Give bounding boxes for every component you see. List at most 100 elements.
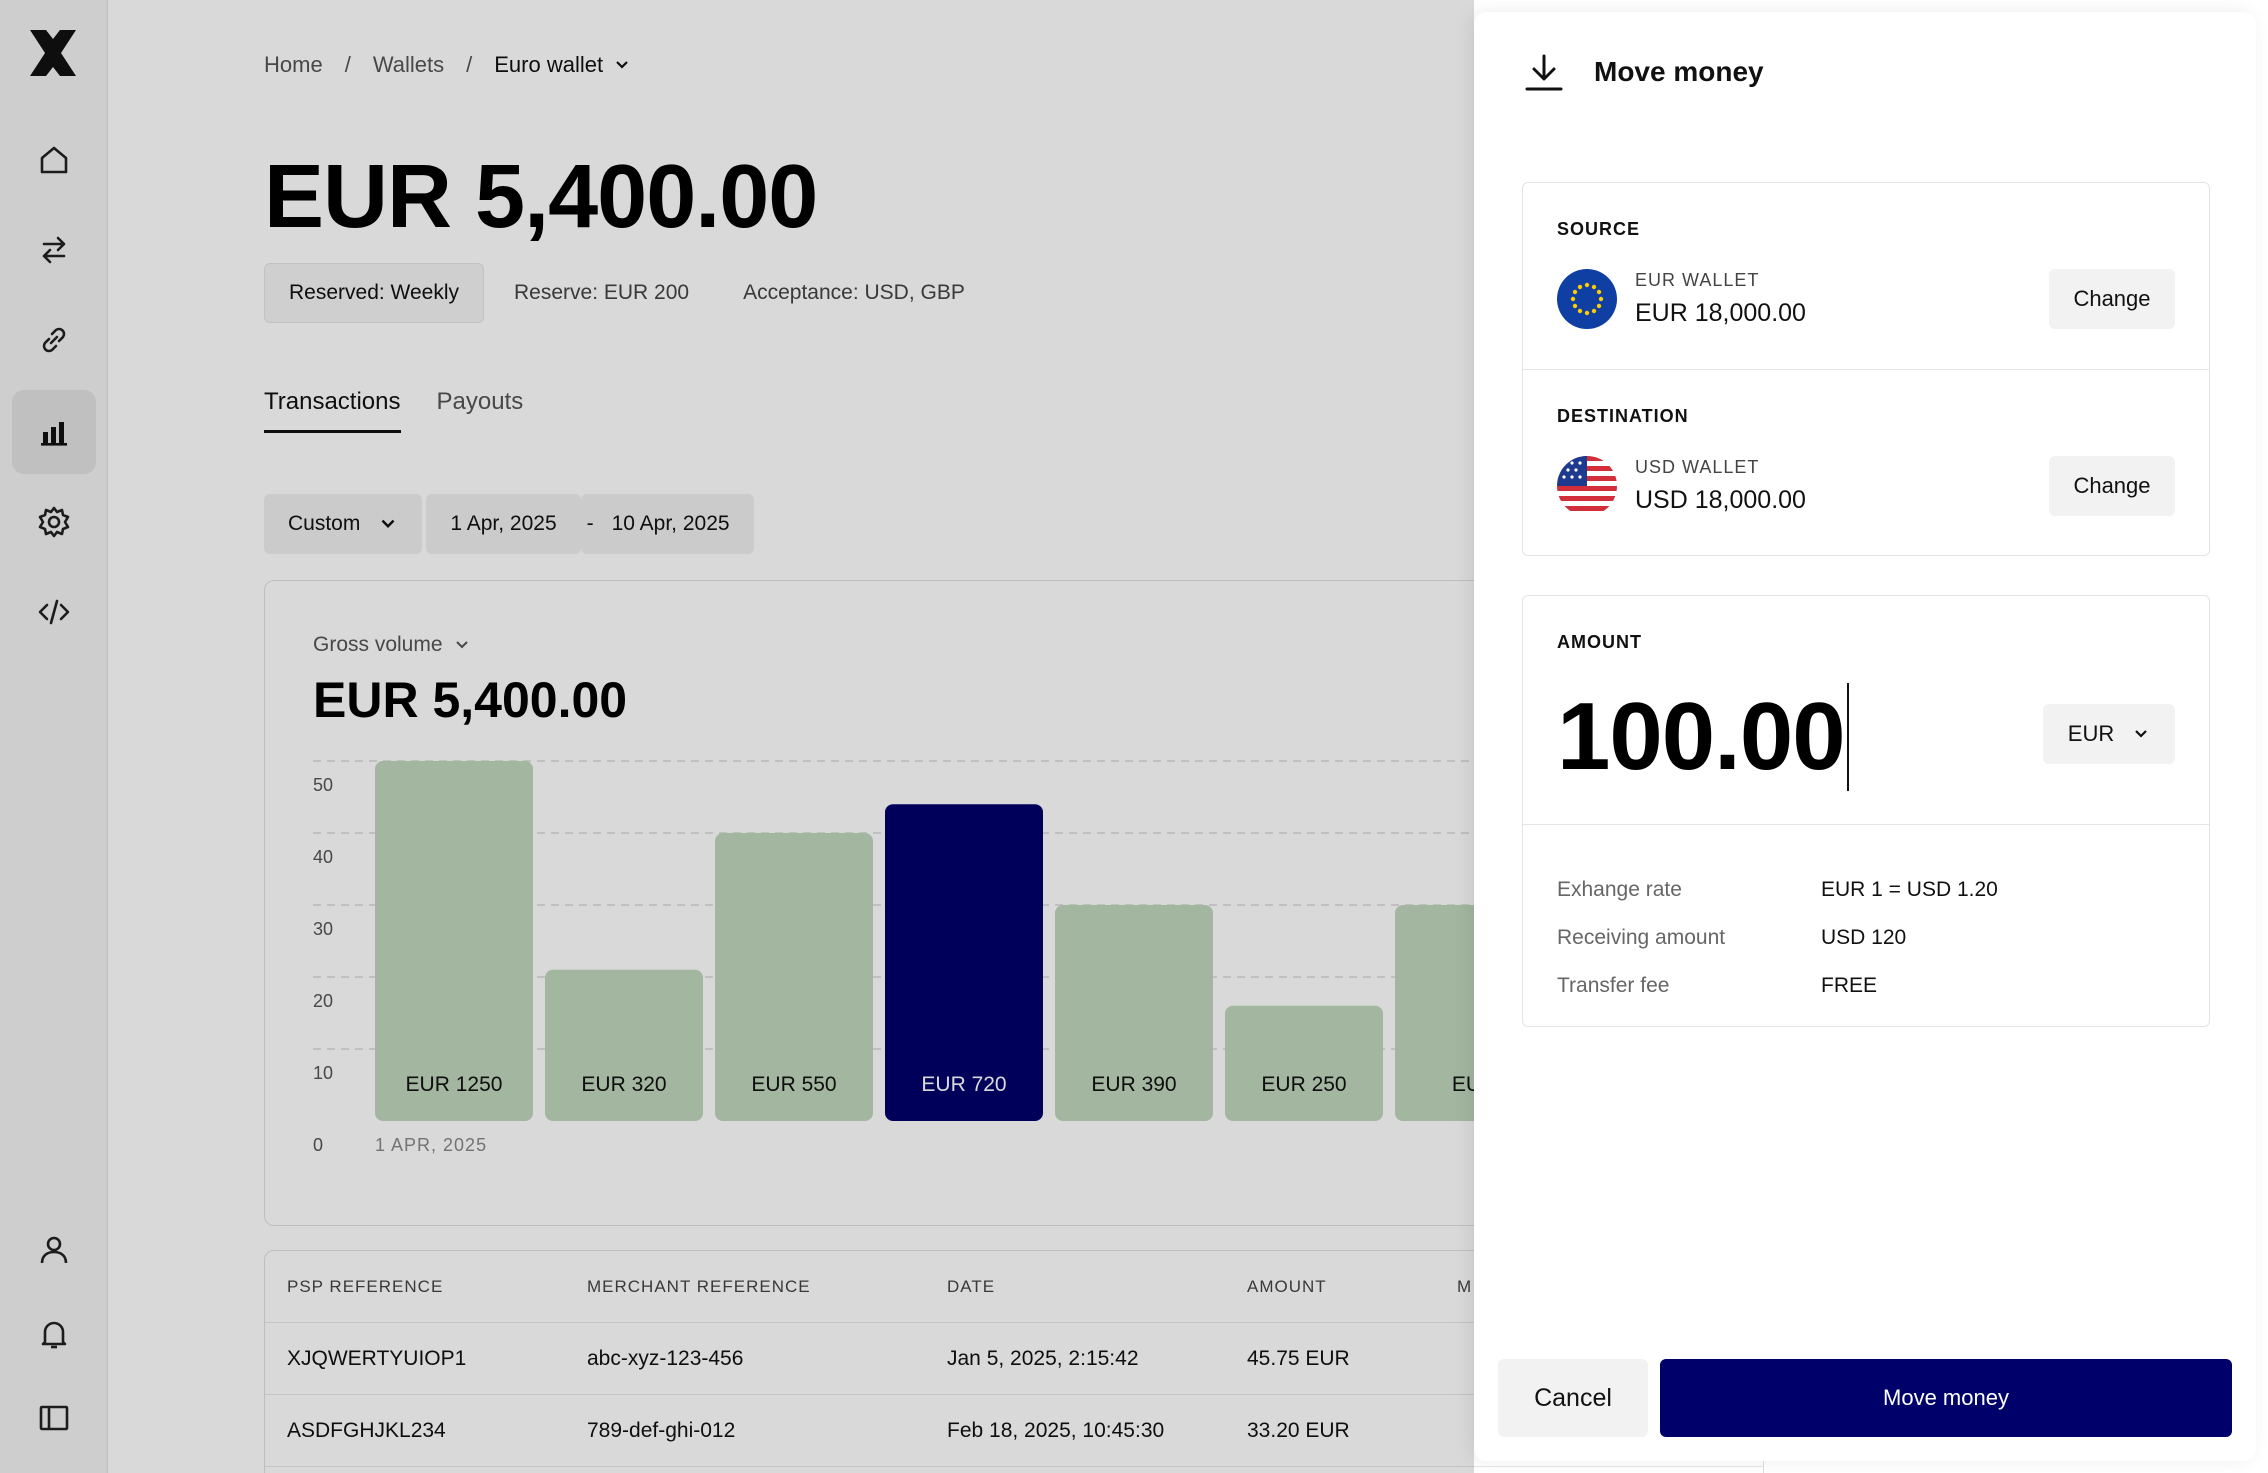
brand-logo[interactable] bbox=[26, 26, 80, 80]
sidebar-item-transfers[interactable] bbox=[12, 208, 96, 292]
tabs: Transactions Payouts bbox=[264, 388, 523, 433]
amount-value: 100.00 bbox=[1557, 683, 1846, 790]
bar-data-label: EUR 320 bbox=[581, 1073, 666, 1096]
merchant-reference: 789-def-ghi-012 bbox=[587, 1419, 736, 1442]
panel-title: Move money bbox=[1594, 56, 1764, 87]
receiving-amount-value: USD 120 bbox=[1821, 926, 1907, 949]
bell-icon bbox=[41, 1321, 67, 1349]
tab-transactions[interactable]: Transactions bbox=[264, 388, 401, 433]
chevron-down-icon bbox=[2135, 730, 2147, 738]
panel-header: Move money bbox=[1524, 52, 1764, 92]
move-money-panel: Move money SOURCE EUR WALLET EUR 18,000.… bbox=[1474, 12, 2256, 1461]
sidebar-item-developers[interactable] bbox=[12, 570, 96, 654]
date-from-value: 1 Apr, 2025 bbox=[450, 512, 557, 535]
date-range-dash: - bbox=[586, 512, 594, 535]
sidebar-item-reports[interactable] bbox=[12, 390, 96, 474]
user-icon bbox=[40, 1236, 68, 1264]
sidebar-item-links[interactable] bbox=[12, 298, 96, 382]
col-amount[interactable]: AMOUNT bbox=[1247, 1277, 1327, 1296]
bar-chart-icon bbox=[41, 422, 67, 446]
receiving-amount-label: Receiving amount bbox=[1557, 926, 1726, 949]
move-money-button[interactable]: Move money bbox=[1660, 1359, 2232, 1437]
psp-reference: XJQWERTYUIOP1 bbox=[287, 1347, 467, 1370]
chevron-down-icon bbox=[616, 61, 628, 69]
exchange-rate-label: Exhange rate bbox=[1557, 878, 1682, 901]
sidebar-toggle-button[interactable] bbox=[12, 1376, 96, 1460]
date-to-value: 10 Apr, 2025 bbox=[611, 512, 730, 535]
sidebar-item-account[interactable] bbox=[12, 1208, 96, 1292]
amount: 45.75 EUR bbox=[1247, 1347, 1350, 1370]
table-row[interactable]: ASDFGHJKL234 789-def-ghi-012 Feb 18, 202… bbox=[265, 1395, 1763, 1467]
tab-payouts[interactable]: Payouts bbox=[436, 388, 524, 415]
breadcrumb-current-wallet[interactable]: Euro wallet bbox=[494, 52, 631, 78]
date-from-field[interactable]: 1 Apr, 2025 bbox=[426, 494, 581, 554]
reserved-chip[interactable]: Reserved: Weekly bbox=[264, 263, 485, 323]
sidebar-item-settings[interactable] bbox=[12, 480, 96, 564]
breadcrumb-home[interactable]: Home bbox=[264, 52, 323, 77]
chevron-down-icon bbox=[455, 641, 468, 649]
modal-backdrop[interactable] bbox=[0, 0, 1474, 1473]
chevron-down-icon bbox=[381, 519, 395, 528]
wallets-card: SOURCE EUR WALLET EUR 18,000.00 Change D… bbox=[1522, 182, 2210, 556]
breadcrumb-separator: / bbox=[344, 52, 351, 77]
y-tick-label: 30 bbox=[313, 919, 333, 939]
source-label: SOURCE bbox=[1557, 219, 1641, 239]
y-tick-label: 40 bbox=[313, 847, 333, 867]
chart-bar bbox=[545, 969, 703, 1121]
source-wallet: EUR WALLET EUR 18,000.00 bbox=[1557, 269, 1806, 329]
transfer-fee-label: Transfer fee bbox=[1557, 974, 1670, 997]
psp-reference: ASDFGHJKL234 bbox=[287, 1419, 446, 1442]
col-date[interactable]: DATE bbox=[947, 1277, 996, 1296]
merchant-reference: abc-xyz-123-456 bbox=[587, 1347, 744, 1370]
sidebar-item-notifications[interactable] bbox=[12, 1292, 96, 1376]
currency-select[interactable]: EUR bbox=[2043, 704, 2175, 764]
breadcrumb: Home / Wallets / Euro wallet bbox=[264, 52, 631, 78]
link-icon bbox=[42, 327, 66, 353]
amount-label: AMOUNT bbox=[1557, 632, 1642, 652]
destination-label: DESTINATION bbox=[1557, 406, 1689, 426]
breadcrumb-current-label: Euro wallet bbox=[494, 52, 604, 77]
exchange-rate-value: EUR 1 = USD 1.20 bbox=[1821, 878, 1998, 901]
transfer-fee-value: FREE bbox=[1821, 974, 1878, 997]
home-icon bbox=[40, 146, 68, 174]
table-row[interactable]: XJQWERTYUIOP1 abc-xyz-123-456 Jan 5, 202… bbox=[265, 1323, 1763, 1395]
amount-input[interactable]: 100.00 bbox=[1557, 682, 1849, 792]
y-tick-label: 50 bbox=[313, 775, 333, 795]
destination-wallet-name: USD WALLET bbox=[1635, 457, 1760, 477]
bar-data-label: EUR 1250 bbox=[406, 1073, 503, 1096]
destination-wallet-balance: USD 18,000.00 bbox=[1635, 486, 1806, 514]
acceptance-text: Acceptance: USD, GBP bbox=[743, 281, 965, 304]
change-source-button[interactable]: Change bbox=[2049, 269, 2175, 329]
wallet-meta: Reserved: Weekly Reserve: EUR 200 Accept… bbox=[264, 263, 965, 323]
change-destination-button[interactable]: Change bbox=[2049, 456, 2175, 516]
sidebar bbox=[0, 0, 108, 1473]
chart-bar bbox=[1055, 905, 1213, 1121]
source-wallet-name: EUR WALLET bbox=[1635, 270, 1760, 290]
arrows-icon bbox=[42, 236, 66, 264]
breadcrumb-wallets[interactable]: Wallets bbox=[372, 52, 445, 77]
y-tick-label: 0 bbox=[313, 1135, 323, 1155]
col-psp-reference[interactable]: PSP REFERENCE bbox=[287, 1277, 444, 1296]
period-select[interactable]: Custom bbox=[264, 494, 423, 554]
divider bbox=[1523, 369, 2209, 370]
chart-bar bbox=[715, 833, 873, 1121]
chart-bar bbox=[375, 761, 533, 1121]
cancel-button[interactable]: Cancel bbox=[1498, 1359, 1648, 1437]
col-merchant-reference[interactable]: MERCHANT REFERENCE bbox=[587, 1277, 811, 1296]
date-to-field[interactable]: - 10 Apr, 2025 bbox=[580, 494, 754, 554]
text-caret bbox=[1846, 683, 1849, 791]
metric-label: Gross volume bbox=[313, 633, 443, 656]
metric-select[interactable]: Gross volume bbox=[313, 633, 471, 657]
reserve-text: Reserve: EUR 200 bbox=[514, 281, 690, 304]
bar-data-label: EUR 250 bbox=[1261, 1073, 1346, 1096]
date: Jan 5, 2025, 2:15:42 bbox=[947, 1347, 1139, 1370]
gross-volume-chart: 0 10 20 30 40 50 EUR 1250 EUR 320 EUR 550 EUR 720… bbox=[313, 760, 1763, 1155]
y-tick-label: 10 bbox=[313, 1063, 333, 1083]
col-more[interactable]: M bbox=[1457, 1277, 1473, 1296]
chart-bar bbox=[885, 804, 1043, 1121]
sidebar-item-home[interactable] bbox=[12, 118, 96, 202]
period-label: Custom bbox=[288, 512, 361, 535]
bar-data-label: EUR 720 bbox=[921, 1073, 1006, 1096]
destination-wallet: USD WALLET USD 18,000.00 bbox=[1557, 456, 1806, 516]
bar-data-label: EUR 550 bbox=[751, 1073, 836, 1096]
